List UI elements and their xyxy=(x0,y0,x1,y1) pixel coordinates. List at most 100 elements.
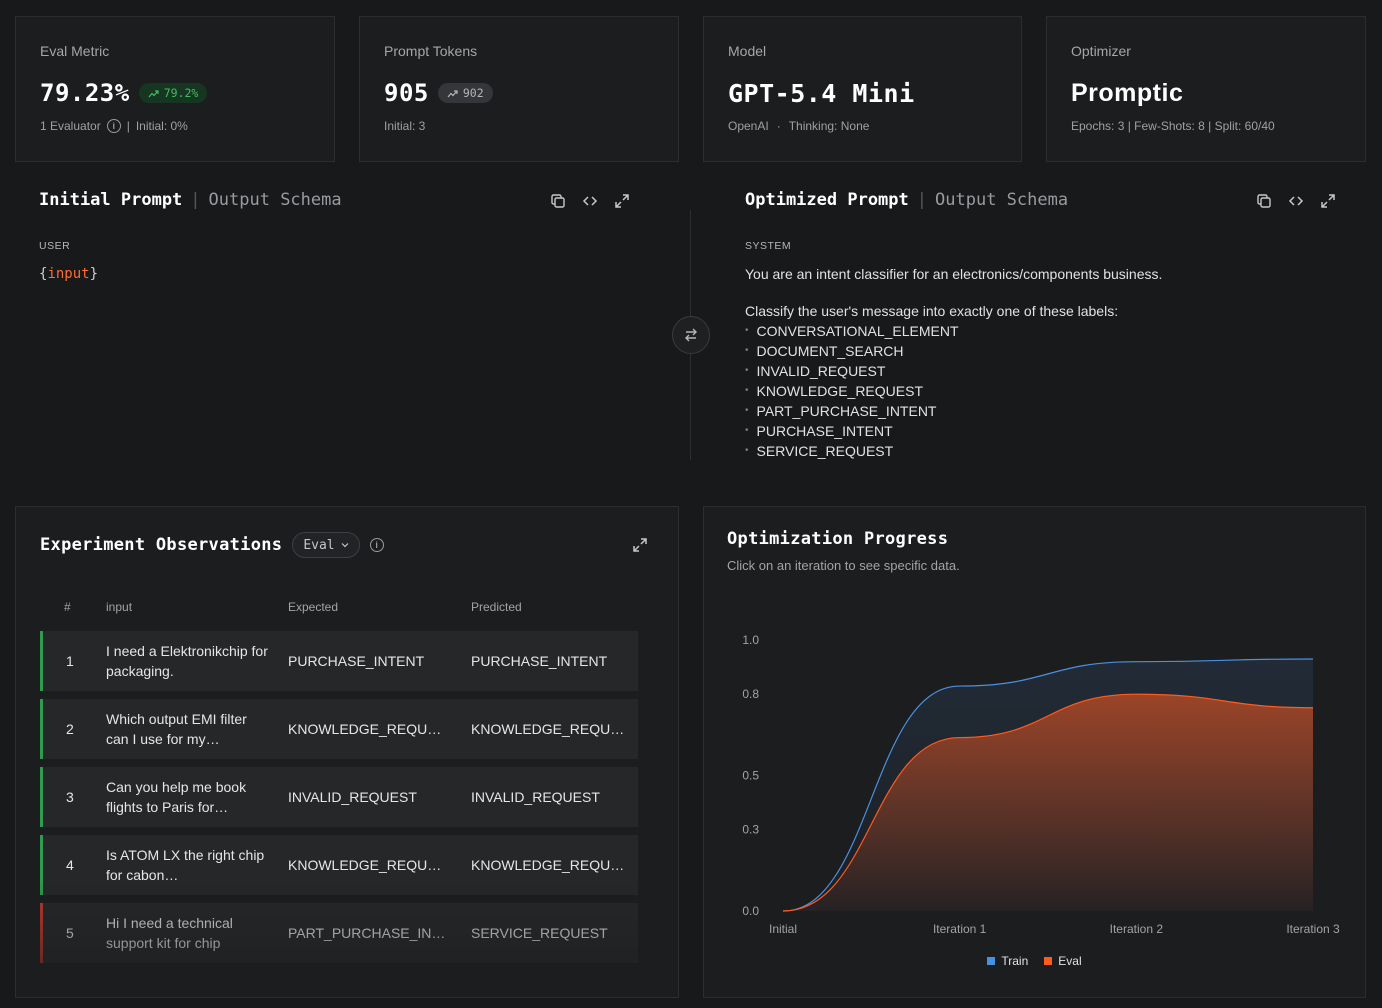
row-predicted: KNOWLEDGE_REQU… xyxy=(471,857,625,873)
legend-item-eval[interactable]: Eval xyxy=(1044,954,1082,968)
copy-icon[interactable] xyxy=(549,192,567,210)
tab-initial-prompt[interactable]: Initial Prompt xyxy=(39,190,183,210)
col-header-input: input xyxy=(106,600,133,614)
prompt-tokens-title: Prompt Tokens xyxy=(384,43,478,59)
row-expected: KNOWLEDGE_REQU… xyxy=(288,721,442,737)
legend-label-eval: Eval xyxy=(1058,954,1082,968)
prompt-tokens-badge: 902 xyxy=(437,83,493,103)
table-row[interactable]: 3 Can you help me book flights to Paris … xyxy=(40,767,638,827)
table-row[interactable]: 4 Is ATOM LX the right chip for cabon… K… xyxy=(40,835,638,895)
eval-filter-value: Eval xyxy=(303,537,335,553)
initial-prompt-toolbar xyxy=(549,192,631,210)
code-icon[interactable] xyxy=(1287,192,1305,210)
label-item: PART_PURCHASE_INTENT xyxy=(745,401,1305,421)
y-tick-label: 0.0 xyxy=(742,904,759,918)
model-card: Model GPT-5.4 Mini OpenAI · Thinking: No… xyxy=(703,16,1022,162)
row-input: Hi I need a technical support kit for ch… xyxy=(106,915,233,951)
table-row[interactable]: 5 Hi I need a technical support kit for … xyxy=(40,903,638,963)
eval-line xyxy=(782,693,1314,912)
row-expected: KNOWLEDGE_REQU… xyxy=(288,857,442,873)
input-variable: input xyxy=(47,266,90,282)
row-expected: PURCHASE_INTENT xyxy=(288,653,425,669)
label-item: CONVERSATIONAL_ELEMENT xyxy=(745,321,1305,341)
train-line xyxy=(782,658,1314,912)
col-header-predicted: Predicted xyxy=(471,600,522,614)
row-predicted: PURCHASE_INTENT xyxy=(471,653,608,669)
model-provider: OpenAI xyxy=(728,119,769,133)
model-thinking: Thinking: None xyxy=(788,119,870,133)
eval-metric-card: Eval Metric 79.23% 79.2% 1 Evaluator i |… xyxy=(15,16,335,162)
optimizer-card: Optimizer Promptic Epochs: 3 | Few-Shots… xyxy=(1046,16,1366,162)
label-item: INVALID_REQUEST xyxy=(745,361,1305,381)
progress-chart[interactable]: 0.0 0.3 0.5 0.8 1.0 Initial Iteration 1 Iterati… xyxy=(703,590,1365,945)
row-input: Can you help me book flights to Paris fo… xyxy=(106,779,247,815)
info-icon[interactable]: i xyxy=(106,119,121,133)
expand-icon[interactable] xyxy=(631,536,649,554)
row-expected: PART_PURCHASE_IN… xyxy=(288,925,446,941)
optimizer-details: Epochs: 3 | Few-Shots: 8 | Split: 60/40 xyxy=(1071,119,1275,133)
table-row[interactable]: 2 Which output EMI filter can I use for … xyxy=(40,699,638,759)
copy-icon[interactable] xyxy=(1255,192,1273,210)
optimizer-value: Promptic xyxy=(1071,78,1184,107)
initial-prompt-body: {input} xyxy=(39,264,98,284)
tab-separator: | xyxy=(916,190,928,210)
row-predicted: SERVICE_REQUEST xyxy=(471,925,608,941)
row-number: 5 xyxy=(66,925,74,941)
initial-role-label: USER xyxy=(39,240,71,252)
legend-label-train: Train xyxy=(1001,954,1029,968)
prompt-tokens-value: 905 xyxy=(384,79,429,107)
prompt-tokens-card: Prompt Tokens 905 902 Initial: 3 xyxy=(359,16,679,162)
label-list: CONVERSATIONAL_ELEMENT DOCUMENT_SEARCH I… xyxy=(745,321,1305,461)
label-item: DOCUMENT_SEARCH xyxy=(745,341,1305,361)
row-number: 2 xyxy=(66,721,74,737)
row-status-marker xyxy=(40,835,43,895)
eval-initial: Initial: 0% xyxy=(135,119,188,133)
row-status-marker xyxy=(40,699,43,759)
eval-metric-title: Eval Metric xyxy=(40,43,110,59)
legend-item-train[interactable]: Train xyxy=(987,954,1028,968)
optimized-prompt-body: You are an intent classifier for an elec… xyxy=(745,264,1305,461)
progress-subtitle: Click on an iteration to see specific da… xyxy=(727,558,960,573)
tab-output-schema[interactable]: Output Schema xyxy=(935,190,1069,210)
row-input: I need a Elektronikchip for packaging. xyxy=(106,643,268,679)
row-number: 4 xyxy=(66,857,74,873)
optimizer-title: Optimizer xyxy=(1071,43,1131,59)
eval-metric-badge: 79.2% xyxy=(138,83,208,103)
expand-icon[interactable] xyxy=(1319,192,1337,210)
row-input: Is ATOM LX the right chip for cabon… xyxy=(106,847,265,883)
eval-metric-value: 79.23% xyxy=(40,79,130,107)
model-value: GPT-5.4 Mini xyxy=(728,78,915,108)
tab-optimized-prompt[interactable]: Optimized Prompt xyxy=(745,190,909,210)
eval-filter-dropdown[interactable]: Eval xyxy=(292,532,360,558)
trend-up-icon xyxy=(447,89,458,97)
eval-area xyxy=(783,694,1313,911)
swap-button[interactable] xyxy=(672,316,710,354)
chevron-down-icon xyxy=(341,543,349,548)
chart-legend: Train Eval xyxy=(703,954,1366,968)
col-header-num: # xyxy=(64,600,71,614)
y-tick-label: 1.0 xyxy=(742,633,759,647)
row-predicted: KNOWLEDGE_REQU… xyxy=(471,721,625,737)
optimized-prompt-toolbar xyxy=(1255,192,1337,210)
code-icon[interactable] xyxy=(581,192,599,210)
var-close-brace: } xyxy=(89,266,99,282)
expand-icon[interactable] xyxy=(613,192,631,210)
info-icon[interactable]: i xyxy=(369,538,384,552)
row-input: Which output EMI filter can I use for my… xyxy=(106,711,247,747)
progress-title: Optimization Progress xyxy=(727,529,949,549)
row-status-marker xyxy=(40,903,43,963)
legend-swatch-eval xyxy=(1044,957,1053,965)
tab-output-schema[interactable]: Output Schema xyxy=(208,190,342,210)
eval-metric-badge-value: 79.2% xyxy=(163,86,199,100)
x-tick-label: Iteration 1 xyxy=(933,922,987,936)
label-item: PURCHASE_INTENT xyxy=(745,421,1305,441)
optimized-role-label: SYSTEM xyxy=(745,240,792,252)
y-tick-label: 0.8 xyxy=(742,687,759,701)
row-expected: INVALID_REQUEST xyxy=(288,789,417,805)
optimized-prompt-tabs: Optimized Prompt | Output Schema xyxy=(745,190,1068,210)
table-row[interactable]: 1 I need a Elektronikchip for packaging.… xyxy=(40,631,638,691)
x-tick-label: Iteration 3 xyxy=(1286,922,1340,936)
row-number: 3 xyxy=(66,789,74,805)
prompt-line: Classify the user's message into exactly… xyxy=(745,303,1119,319)
row-status-marker xyxy=(40,631,43,691)
